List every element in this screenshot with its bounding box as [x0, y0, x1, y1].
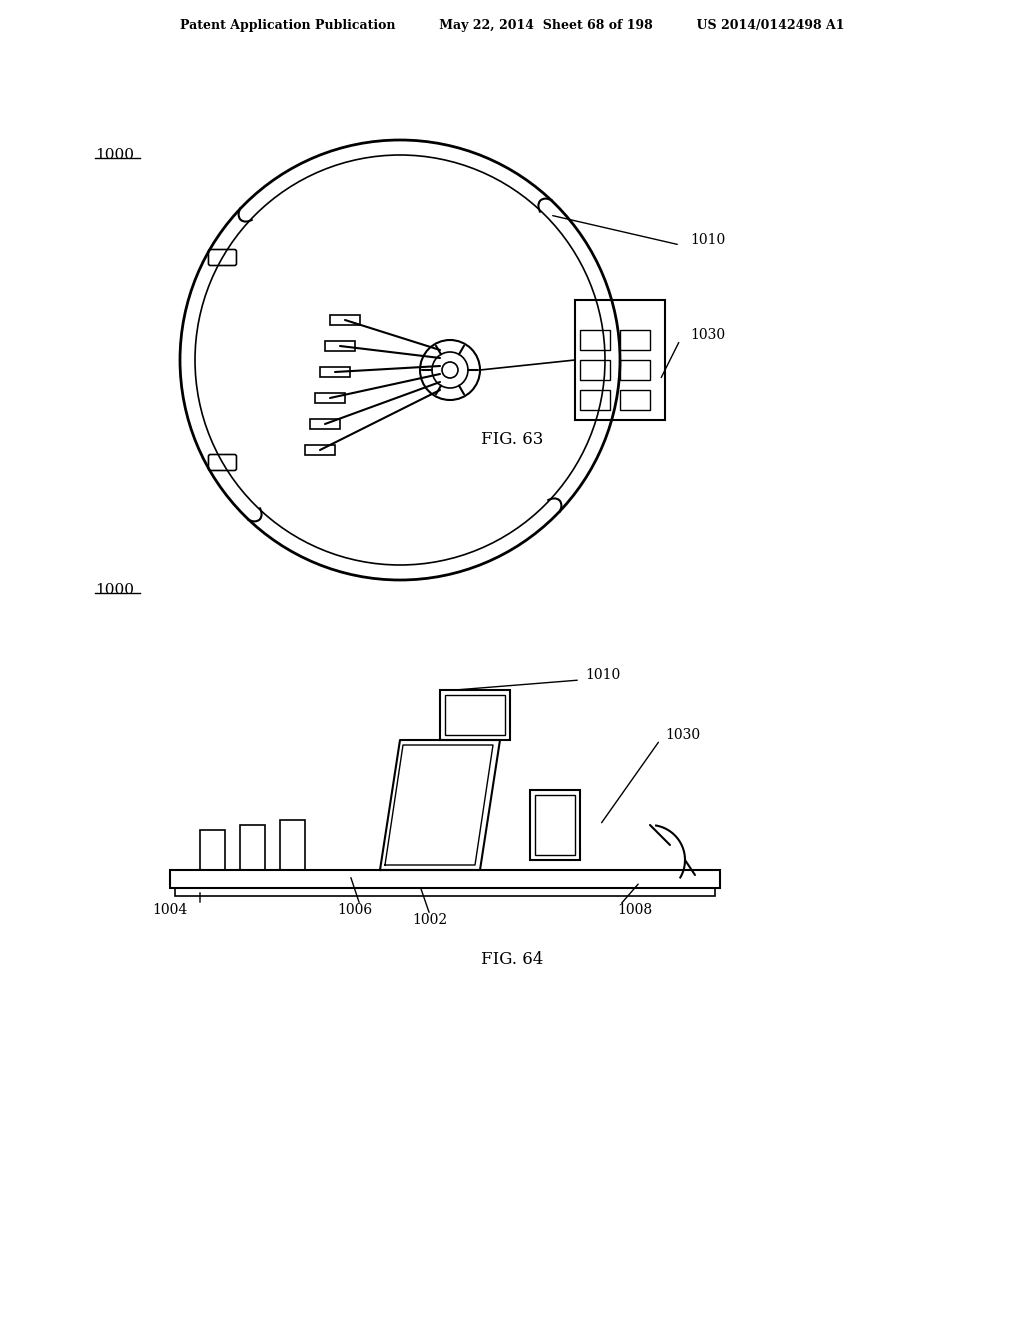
Text: FIG. 63: FIG. 63 — [481, 432, 543, 449]
Bar — [175, 888, 715, 896]
Bar — [315, 393, 345, 403]
Bar — [580, 389, 610, 411]
Bar — [319, 367, 350, 378]
Text: 1030: 1030 — [665, 729, 700, 742]
Bar — [620, 360, 650, 380]
Bar — [170, 870, 720, 888]
Text: 1010: 1010 — [690, 234, 725, 247]
Bar — [440, 690, 510, 741]
Text: 1030: 1030 — [690, 327, 725, 342]
Text: 1000: 1000 — [95, 583, 134, 597]
Text: 1006: 1006 — [338, 903, 373, 917]
Bar — [530, 789, 580, 861]
Bar — [575, 300, 665, 420]
Bar — [325, 341, 355, 351]
Bar — [535, 795, 575, 855]
Bar — [580, 330, 610, 350]
Text: 1004: 1004 — [153, 903, 187, 917]
Bar — [620, 330, 650, 350]
Text: 1010: 1010 — [585, 668, 621, 682]
Text: FIG. 64: FIG. 64 — [481, 952, 543, 969]
Text: Patent Application Publication          May 22, 2014  Sheet 68 of 198          U: Patent Application Publication May 22, 2… — [180, 18, 844, 32]
Bar — [330, 315, 360, 325]
Bar — [310, 418, 340, 429]
Bar — [200, 830, 225, 870]
Bar — [280, 820, 305, 870]
Text: 1000: 1000 — [95, 148, 134, 162]
Text: 1002: 1002 — [413, 913, 447, 927]
Text: 1008: 1008 — [617, 903, 652, 917]
Bar — [445, 696, 505, 735]
Bar — [620, 389, 650, 411]
Bar — [305, 445, 335, 455]
Bar — [580, 360, 610, 380]
Bar — [240, 825, 265, 870]
